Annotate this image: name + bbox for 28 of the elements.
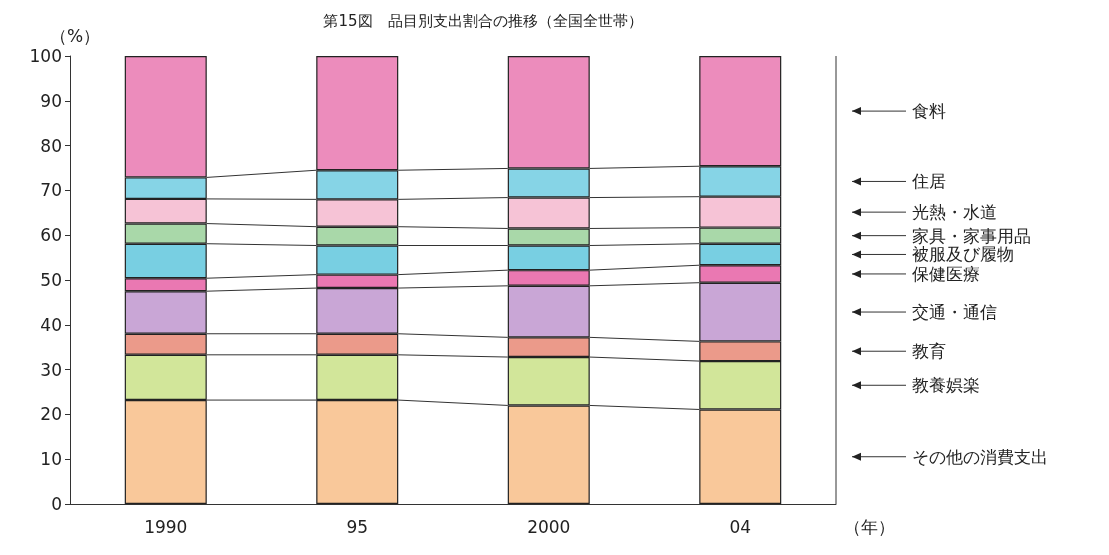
text: 保健医療 — [912, 263, 980, 284]
text: 交通・通信 — [912, 302, 997, 323]
chart-title: 第15図 品目別支出割合の推移（全国全世帯） — [323, 11, 643, 30]
x-tick-label: 2000 — [527, 516, 571, 537]
text: 住居 — [911, 171, 946, 192]
y-tick-label: 100 — [29, 46, 62, 66]
text: 家具・家事用品 — [912, 225, 1031, 246]
y-tick-label: 10 — [40, 449, 62, 470]
x-tick-label: 04 — [729, 516, 752, 537]
y-tick-label: 50 — [40, 270, 62, 290]
text: 被服及び履物 — [912, 244, 1014, 265]
text: 食料 — [912, 101, 946, 122]
x-tick-label: 95 — [346, 516, 369, 537]
y-tick-label: 80 — [40, 135, 62, 156]
text: 教育 — [912, 341, 946, 362]
y-axis-title: （%） — [49, 25, 101, 46]
y-tick-label: 60 — [40, 225, 62, 246]
y-tick-label: 40 — [40, 314, 62, 335]
y-tick-label: 20 — [40, 404, 62, 425]
y-tick-label: 30 — [40, 359, 62, 380]
text: 教養娯楽 — [912, 375, 980, 396]
y-tick-label: 70 — [40, 180, 62, 201]
x-tick-label: 1990 — [144, 516, 188, 537]
text: 光熱・水道 — [912, 202, 997, 223]
y-tick-label: 0 — [51, 494, 62, 514]
text: その他の消費支出 — [912, 446, 1048, 467]
y-tick-label: 90 — [40, 90, 62, 111]
x-axis-title: （年） — [844, 516, 895, 537]
